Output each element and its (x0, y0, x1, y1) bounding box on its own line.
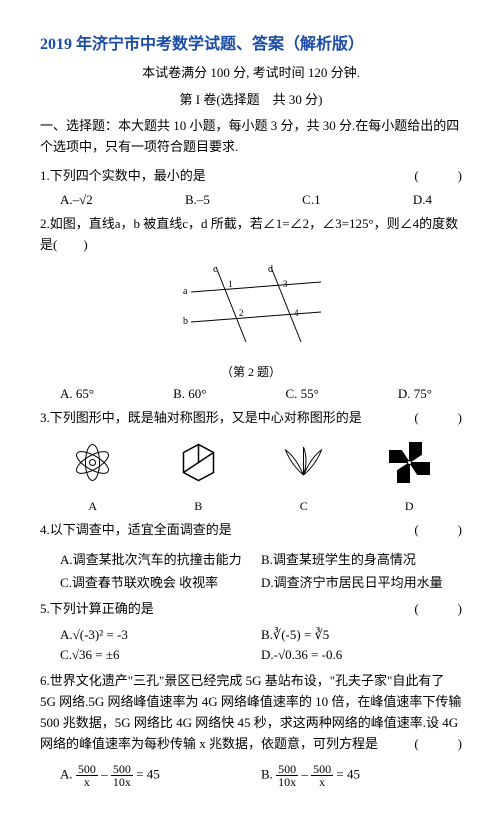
q5-opt-a: A.√(-3)² = -3 (60, 627, 261, 643)
q6-opt-b: B. 50010x – 500x = 45 (261, 763, 462, 788)
q3-shape-a: A (65, 435, 120, 514)
instruction: 一、选择题：本大题共 10 小题，每小题 3 分，共 30 分.在每小题给出的四… (40, 116, 462, 158)
q2-opt-a: A. 65° (60, 386, 94, 402)
svg-text:1: 1 (228, 279, 233, 289)
q5-opt-d: D.-√0.36 = -0.6 (261, 647, 462, 663)
q3-shapes: A B C D (40, 435, 462, 514)
svg-text:2: 2 (239, 308, 244, 318)
q1-opt-b: B.–5 (185, 192, 210, 208)
svg-text:c: c (213, 264, 218, 275)
section-head: 第 I 卷(选择题 共 30 分) (40, 89, 462, 108)
q2-opt-b: B. 60° (173, 386, 206, 402)
q3-shape-d: D (382, 435, 437, 514)
q3-label-b: B (171, 499, 226, 514)
q3-label-d: D (382, 499, 437, 514)
q4-opt-b: B.调查某班学生的身高情况 (261, 549, 462, 568)
svg-text:3: 3 (283, 279, 288, 289)
q1-options: A.–√2 B.–5 C.1 D.4 (60, 192, 462, 208)
question-1: 1.下列四个实数中，最小的是 ( ) (40, 166, 462, 187)
q3-text: 3.下列图形中，既是轴对称图形，又是中心对称图形的是 (40, 410, 362, 425)
q3-shape-b: B (171, 435, 226, 514)
question-4: 4.以下调查中，适宜全面调查的是 ( ) (40, 520, 462, 541)
q5-paren: ( ) (414, 599, 462, 620)
q4-opt-c: C.调查春节联欢晚会 收视率 (60, 572, 261, 591)
q5-options: A.√(-3)² = -3 B.∛(-5) = ∛5 C.√36 = ±6 D.… (60, 625, 462, 665)
q4-paren: ( ) (414, 520, 462, 541)
svg-text:a: a (183, 286, 188, 297)
q6-options: A. 500x – 50010x = 45 B. 50010x – 500x =… (60, 761, 462, 790)
q4-text: 4.以下调查中，适宜全面调查的是 (40, 522, 232, 537)
svg-text:4: 4 (294, 308, 299, 318)
q2-options: A. 65° B. 60° C. 55° D. 75° (60, 386, 462, 402)
q2-caption: （第 2 题） (40, 363, 462, 380)
page-title: 2019 年济宁市中考数学试题、答案（解析版） (40, 30, 462, 54)
q4-opt-d: D.调查济宁市居民日平均用水量 (261, 572, 462, 591)
q5-opt-b: B.∛(-5) = ∛5 (261, 627, 462, 643)
svg-text:d: d (268, 264, 273, 275)
q5-opt-c: C.√36 = ±6 (60, 647, 261, 663)
q6-paren: ( ) (414, 734, 462, 755)
q3-shape-c: C (276, 435, 331, 514)
question-6: 6.世界文化遗产"三孔"景区已经完成 5G 基站布设，"孔夫子家"自此有了 5G… (40, 671, 462, 754)
q3-label-c: C (276, 499, 331, 514)
question-3: 3.下列图形中，既是轴对称图形，又是中心对称图形的是 ( ) (40, 408, 462, 429)
q4-opt-a: A.调查某批次汽车的抗撞击能力 (60, 549, 261, 568)
svg-text:b: b (183, 316, 188, 327)
q1-text: 1.下列四个实数中，最小的是 (40, 168, 206, 183)
q5-text: 5.下列计算正确的是 (40, 601, 154, 616)
q6-text: 6.世界文化遗产"三孔"景区已经完成 5G 基站布设，"孔夫子家"自此有了 5G… (40, 673, 461, 750)
q1-opt-a: A.–√2 (60, 192, 93, 208)
q1-opt-c: C.1 (302, 192, 320, 208)
q2-opt-c: C. 55° (286, 386, 319, 402)
subtitle: 本试卷满分 100 分, 考试时间 120 分钟. (40, 62, 462, 81)
q2-figure: a b c d 1 2 3 4 (40, 262, 462, 357)
question-2: 2.如图，直线a，b 被直线c，d 所截，若∠1=∠2，∠3=125°，则∠4的… (40, 214, 462, 256)
q3-paren: ( ) (414, 408, 462, 429)
q2-text: 2.如图，直线a，b 被直线c，d 所截，若∠1=∠2，∠3=125°，则∠4的… (40, 216, 458, 252)
q3-label-a: A (65, 499, 120, 514)
q1-paren: ( ) (414, 166, 462, 187)
q2-opt-d: D. 75° (398, 386, 432, 402)
question-5: 5.下列计算正确的是 ( ) (40, 599, 462, 620)
q1-opt-d: D.4 (413, 192, 432, 208)
q4-options: A.调查某批次汽车的抗撞击能力 B.调查某班学生的身高情况 C.调查春节联欢晚会… (60, 547, 462, 593)
q6-opt-a: A. 500x – 50010x = 45 (60, 763, 261, 788)
